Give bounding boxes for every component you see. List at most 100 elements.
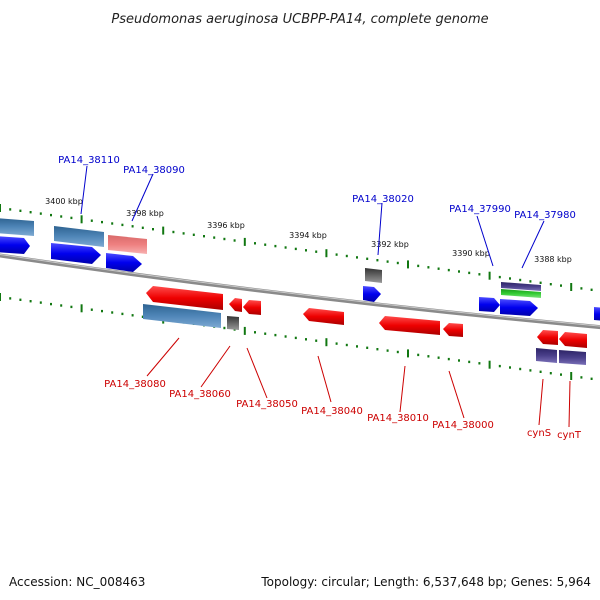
kbp-label: 3396 kbp [207,221,245,230]
minor-tick [264,332,267,335]
minor-tick [192,233,195,236]
gene-feature[interactable] [559,332,587,348]
gene-feature[interactable] [594,307,600,321]
major-tick [407,349,409,358]
kbp-label: 3392 kbp [371,240,409,249]
gene-feature[interactable] [365,268,382,283]
minor-tick [345,343,348,347]
gene-feature[interactable] [501,282,541,291]
gene-label-pa14-38040[interactable]: PA14_38040 [301,406,363,417]
major-tick [80,215,83,224]
minor-tick [560,373,562,376]
gene-feature[interactable] [536,348,557,363]
gene-feature[interactable] [227,316,239,330]
minor-tick [305,338,307,341]
minor-tick [233,239,236,242]
label-leader-line [377,202,383,256]
gene-label-cynt[interactable]: cynT [557,430,582,441]
minor-tick [50,302,52,306]
gene-label-pa14-38060[interactable]: PA14_38060 [169,389,231,400]
gene-feature[interactable] [379,316,440,335]
gene-label-cyns[interactable]: cynS [527,428,551,439]
label-leader-line [521,220,545,269]
minor-tick [396,350,399,354]
minor-tick [141,226,144,229]
minor-tick [39,212,42,215]
label-leader-line [538,378,544,426]
minor-tick [182,232,185,235]
gene-label-pa14-38010[interactable]: PA14_38010 [367,413,429,424]
gene-feature[interactable] [143,304,221,328]
gene-label-pa14-37980[interactable]: PA14_37980 [514,210,576,221]
minor-tick [478,362,481,365]
label-leader-line [200,345,231,388]
minor-tick [284,246,287,249]
minor-tick [366,257,369,260]
gene-feature[interactable] [0,218,34,236]
minor-tick [549,372,552,375]
gene-feature[interactable] [443,323,463,337]
forward-scale-ticks [0,204,593,291]
minor-tick [203,235,205,238]
minor-tick [417,353,420,357]
gene-label-pa14-38090[interactable]: PA14_38090 [123,165,185,176]
gene-feature[interactable] [303,308,344,325]
minor-tick [447,357,450,361]
kbp-labels: 3400 kbp 3398 kbp 3396 kbp 3394 kbp 3392… [45,197,572,264]
minor-tick [213,236,216,239]
gene-feature[interactable] [106,253,142,272]
minor-tick [111,311,114,314]
minor-tick [478,273,481,276]
genome-summary-text: Topology: circular; Length: 6,537,648 bp… [260,575,591,589]
major-tick [407,260,409,269]
kbp-label: 3394 kbp [289,231,327,240]
gene-feature[interactable] [500,299,538,316]
minor-tick [335,342,338,345]
label-leader-line [448,370,465,419]
minor-tick [376,348,379,351]
gene-feature[interactable] [363,286,381,302]
gene-label-pa14-37990[interactable]: PA14_37990 [449,204,511,215]
minor-tick [468,360,471,364]
minor-tick [315,339,318,342]
gene-feature[interactable] [229,298,242,312]
minor-tick [254,331,256,334]
minor-tick [60,215,63,218]
gene-label-pa14-38000[interactable]: PA14_38000 [432,420,494,431]
major-tick [488,271,491,280]
minor-tick [305,249,307,252]
gene-feature[interactable] [51,243,101,264]
gene-feature[interactable] [0,236,30,254]
minor-tick [590,377,593,380]
gene-feature[interactable] [108,235,147,254]
gene-feature[interactable] [501,289,541,298]
gene-label-pa14-38110[interactable]: PA14_38110 [58,155,120,166]
minor-tick [264,243,267,246]
minor-tick [294,336,297,340]
gene-label-pa14-38080[interactable]: PA14_38080 [104,379,166,390]
gene-feature[interactable] [537,330,558,345]
minor-tick [90,308,93,311]
minor-tick [274,244,277,248]
label-leader-line [399,365,406,413]
minor-tick [356,256,358,259]
minor-tick [335,253,338,256]
gene-feature[interactable] [146,286,223,310]
gene-feature[interactable] [243,300,261,315]
minor-tick [529,369,532,372]
major-tick [0,204,1,212]
minor-tick [539,370,542,373]
gene-feature[interactable] [479,297,500,312]
gene-label-pa14-38020[interactable]: PA14_38020 [352,194,414,205]
gene-label-pa14-38050[interactable]: PA14_38050 [236,399,298,410]
gene-feature[interactable] [54,226,104,247]
gene-feature[interactable] [559,350,586,365]
forward-genes [0,218,600,321]
minor-tick [294,247,297,251]
minor-tick [29,211,32,214]
minor-tick [356,345,358,348]
minor-tick [50,213,52,217]
minor-tick [529,280,532,283]
minor-tick [70,216,73,220]
